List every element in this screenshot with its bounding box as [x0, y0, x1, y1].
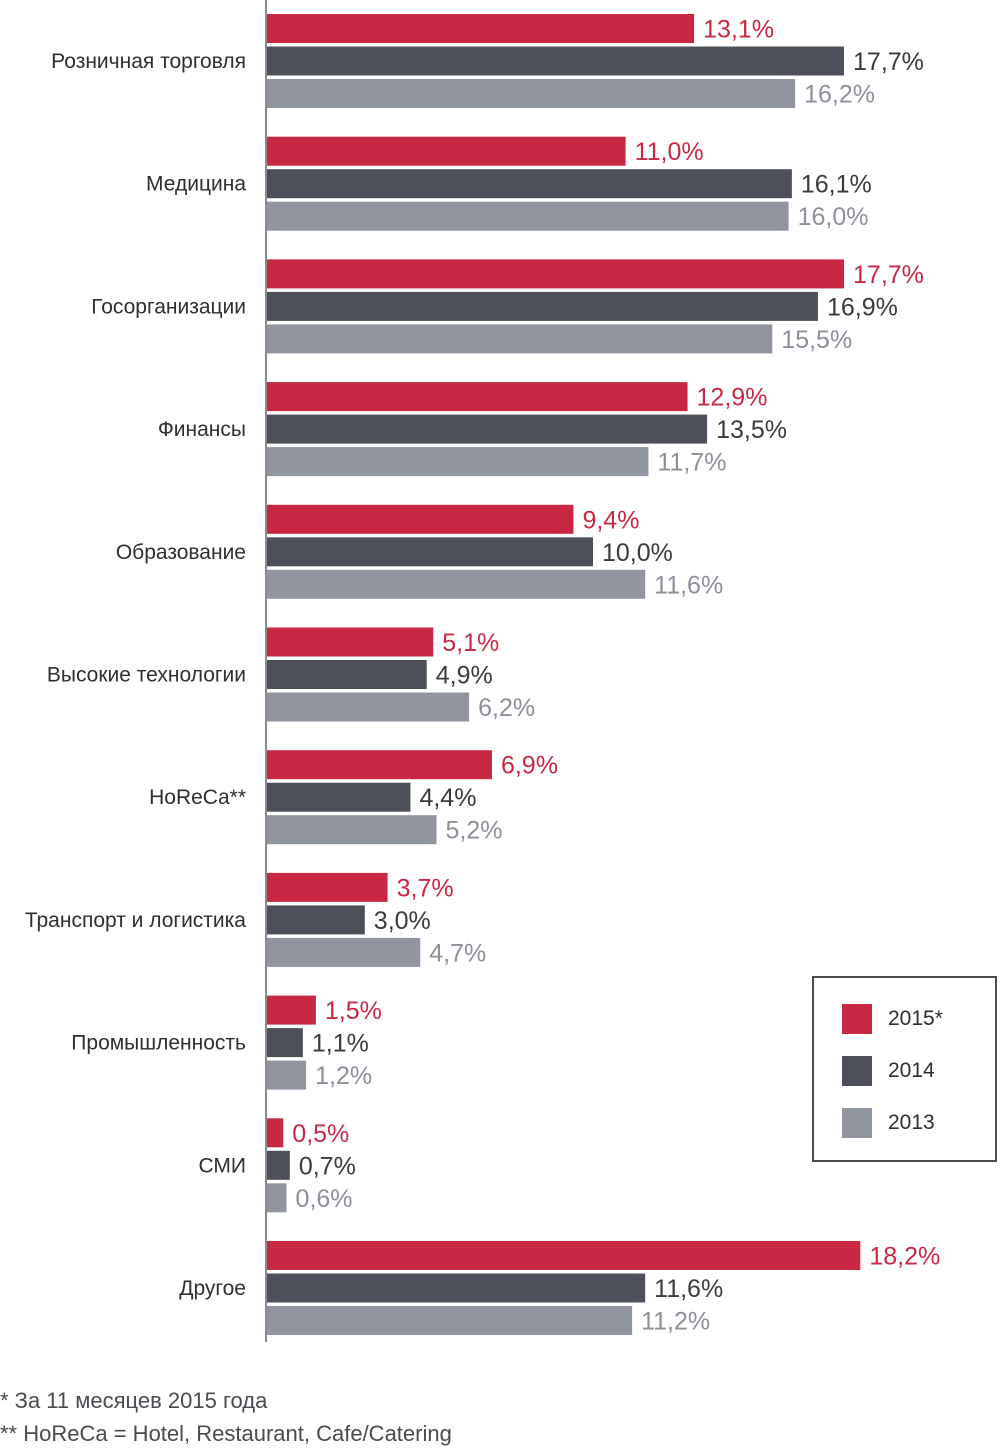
footnote-horeca: ** HoReCa = Hotel, Restaurant, Cafe/Cate… [0, 1421, 452, 1446]
bar-2015-cat-6 [267, 750, 492, 780]
category-label: Другое [179, 1277, 246, 1300]
value-label-2015-cat-7: 3,7% [397, 874, 454, 902]
bar-2015-cat-3 [267, 382, 688, 412]
bar-2015-cat-4 [267, 504, 574, 534]
bars-layer [267, 14, 861, 1335]
value-label-2014-cat-4: 10,0% [602, 539, 673, 567]
legend-item-2015: 2015* [842, 1004, 943, 1034]
value-label-2013-cat-9: 0,6% [296, 1185, 353, 1213]
legend-item-2014: 2014 [842, 1056, 935, 1086]
category-label: СМИ [198, 1154, 246, 1177]
value-label-2015-cat-8: 1,5% [325, 997, 382, 1025]
bar-2014-cat-5 [267, 660, 427, 689]
bar-2015-cat-7 [267, 872, 388, 902]
legend-swatch-2013 [842, 1108, 872, 1138]
legend-item-2013: 2013 [842, 1108, 935, 1138]
value-label-2013-cat-10: 11,2% [641, 1308, 710, 1336]
value-label-2015-cat-3: 12,9% [697, 384, 768, 412]
bar-2013-cat-7 [267, 937, 421, 967]
value-label-2015-cat-9: 0,5% [292, 1120, 349, 1148]
value-label-2015-cat-5: 5,1% [442, 629, 499, 657]
bar-2013-cat-6 [267, 815, 437, 845]
bar-2014-cat-3 [267, 414, 708, 444]
bar-2013-cat-8 [267, 1060, 307, 1090]
bar-2014-cat-2 [267, 291, 818, 321]
footnotes: * За 11 месяцев 2015 года ** HoReCa = Ho… [0, 1384, 452, 1450]
value-label-2015-cat-4: 9,4% [582, 506, 639, 534]
bar-2013-cat-5 [267, 692, 470, 722]
value-label-2013-cat-7: 4,7% [429, 939, 486, 967]
category-label: Госорганизации [91, 295, 246, 318]
value-label-2015-cat-6: 6,9% [501, 752, 558, 780]
bar-2014-cat-7 [267, 905, 365, 935]
value-label-2015-cat-0: 13,1% [703, 16, 774, 44]
value-label-2013-cat-1: 16,0% [798, 203, 869, 231]
bar-2015-cat-5 [267, 627, 434, 657]
value-label-2014-cat-5: 4,9% [436, 662, 493, 690]
value-label-2014-cat-3: 13,5% [716, 416, 787, 444]
value-label-2013-cat-2: 15,5% [781, 326, 852, 354]
bar-2013-cat-2 [267, 324, 773, 354]
bar-2013-cat-9 [267, 1183, 287, 1213]
bar-2014-cat-4 [267, 537, 593, 567]
bar-2014-cat-10 [267, 1273, 646, 1303]
legend-label-2015: 2015* [888, 1007, 943, 1030]
value-label-2014-cat-0: 17,7% [853, 48, 924, 76]
value-label-2013-cat-5: 6,2% [478, 694, 535, 722]
value-labels-layer: 13,1% 17,7% 16,2% 11,0% 16,1% 16,0% 17,7% 16,9%… [292, 16, 940, 1336]
value-label-2014-cat-10: 11,6% [654, 1275, 723, 1303]
legend: 2015* 2014 2013 [812, 976, 997, 1162]
category-label: Розничная торговля [51, 50, 246, 73]
value-label-2013-cat-8: 1,2% [315, 1062, 372, 1090]
value-label-2014-cat-7: 3,0% [374, 907, 431, 935]
bar-2014-cat-1 [267, 169, 792, 199]
value-label-2013-cat-4: 11,6% [654, 571, 723, 599]
category-labels-layer: Розничная торговля Медицина Госорганизации… [25, 50, 246, 1300]
category-label: HoReCa** [149, 786, 246, 809]
category-label: Транспорт и логистика [25, 909, 246, 932]
category-label: Образование [116, 541, 246, 564]
value-label-2014-cat-8: 1,1% [312, 1030, 369, 1058]
value-label-2014-cat-2: 16,9% [827, 293, 898, 321]
bar-2015-cat-8 [267, 995, 316, 1025]
bar-2013-cat-4 [267, 569, 646, 599]
bar-2014-cat-6 [267, 782, 411, 812]
bar-2013-cat-0 [267, 79, 796, 108]
value-label-2013-cat-0: 16,2% [804, 81, 875, 109]
bar-2015-cat-10 [267, 1241, 861, 1270]
value-label-2013-cat-3: 11,7% [657, 449, 726, 477]
value-label-2015-cat-10: 18,2% [869, 1243, 940, 1271]
footnote-2015: * За 11 месяцев 2015 года [0, 1388, 268, 1413]
bar-2015-cat-2 [267, 259, 845, 289]
category-label: Финансы [158, 418, 246, 441]
category-label: Медицина [146, 173, 246, 196]
bar-2014-cat-9 [267, 1150, 290, 1180]
bar-2015-cat-1 [267, 136, 626, 166]
value-label-2015-cat-1: 11,0% [635, 138, 704, 166]
category-label: Высокие технологии [47, 664, 246, 687]
category-label: Промышленность [71, 1032, 246, 1055]
value-label-2014-cat-9: 0,7% [299, 1152, 356, 1180]
value-label-2014-cat-6: 4,4% [419, 784, 476, 812]
value-label-2014-cat-1: 16,1% [801, 171, 872, 199]
bar-2014-cat-0 [267, 46, 845, 76]
bar-2014-cat-8 [267, 1028, 303, 1058]
legend-label-2014: 2014 [888, 1059, 935, 1082]
legend-swatch-2014 [842, 1056, 872, 1086]
bar-2013-cat-3 [267, 447, 649, 477]
bar-2015-cat-9 [267, 1118, 284, 1148]
bar-2015-cat-0 [267, 14, 695, 43]
legend-label-2013: 2013 [888, 1111, 935, 1134]
value-label-2015-cat-2: 17,7% [853, 261, 924, 289]
bar-2013-cat-10 [267, 1306, 633, 1335]
bar-2013-cat-1 [267, 201, 789, 231]
legend-swatch-2015 [842, 1004, 872, 1034]
value-label-2013-cat-6: 5,2% [446, 817, 503, 845]
